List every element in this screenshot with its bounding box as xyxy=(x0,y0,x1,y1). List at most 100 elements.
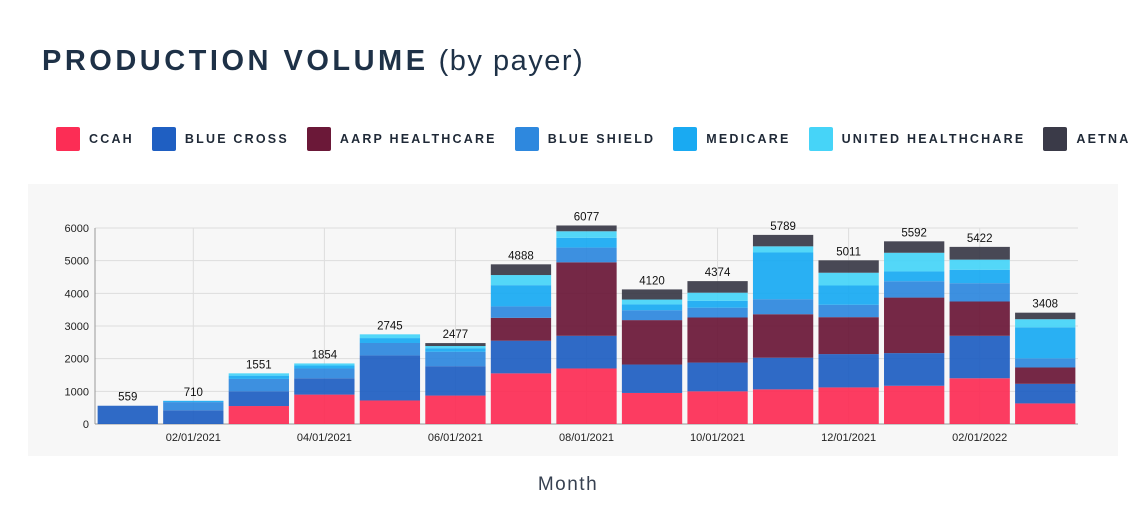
bar-segment-aarp-healthcare xyxy=(752,314,814,358)
x-tick-label: 02/01/2022 xyxy=(952,432,1007,444)
bar-total-label: 1551 xyxy=(246,359,272,371)
bar-segment-ccah xyxy=(949,378,1010,424)
legend-item-aarp-healthcare[interactable]: AARP HEALTHCARE xyxy=(306,127,497,151)
bar-segment-aarp-healthcare xyxy=(687,317,748,363)
bar-total-label: 5789 xyxy=(770,221,796,233)
bar-segment-united-healthchare xyxy=(884,252,945,272)
legend-label-blue-cross: BLUE CROSS xyxy=(184,132,289,146)
bar-segment-ccah xyxy=(818,387,879,424)
bar-segment-ccah xyxy=(228,406,289,424)
bar-segment-aetna xyxy=(949,246,1010,260)
bar-segment-aarp-healthcare xyxy=(818,317,879,355)
bar-segment-ccah xyxy=(556,368,617,424)
bar-segment-aetna xyxy=(556,225,617,232)
bar-segment-ccah xyxy=(490,373,552,424)
bar-segment-ccah xyxy=(687,391,748,424)
bar-segment-united-healthchare xyxy=(228,373,289,376)
bar-segment-blue-shield xyxy=(228,378,289,392)
y-tick-label: 1000 xyxy=(65,386,89,398)
bar-segment-medicare xyxy=(556,237,617,248)
bar-segment-blue-shield xyxy=(621,310,683,321)
bar-segment-medicare xyxy=(687,300,748,308)
title-main: PRODUCTION VOLUME xyxy=(42,45,429,77)
bar-segment-medicare xyxy=(425,348,486,352)
legend-swatch-aetna xyxy=(1043,127,1068,151)
legend-item-aetna[interactable]: AETNA xyxy=(1043,127,1130,151)
bar-segment-ccah xyxy=(425,395,486,424)
bar-segment-medicare xyxy=(163,400,224,403)
x-tick-label: 04/01/2021 xyxy=(297,432,352,444)
bar-total-label: 559 xyxy=(118,392,137,404)
x-axis-label: Month xyxy=(537,474,599,495)
bar-segment-blue-shield xyxy=(752,299,814,315)
x-tick-label: 06/01/2021 xyxy=(428,432,483,444)
legend-label-medicare: MEDICARE xyxy=(706,132,791,146)
bar-segment-medicare xyxy=(752,252,814,300)
legend-label-aarp-healthcare: AARP HEALTHCARE xyxy=(339,132,497,146)
bar-segment-united-healthchare xyxy=(556,231,617,238)
bar-total-label: 5592 xyxy=(901,227,927,239)
bar-segment-united-healthchare xyxy=(687,292,748,301)
bar-segment-united-healthchare xyxy=(621,299,683,305)
bar-segment-ccah xyxy=(884,385,945,424)
bar-total-label: 3408 xyxy=(1032,299,1058,311)
title-sub: (by payer) xyxy=(438,45,585,77)
legend-item-ccah[interactable]: CCAH xyxy=(56,127,134,151)
bar-segment-blue-cross xyxy=(556,335,617,369)
legend-swatch-medicare xyxy=(673,127,698,151)
bar-segment-medicare xyxy=(1015,327,1076,359)
bar-segment-aetna xyxy=(425,343,486,347)
bar-segment-blue-cross xyxy=(818,354,879,388)
bar-segment-blue-cross xyxy=(490,340,552,374)
page-title: PRODUCTION VOLUME (by payer) xyxy=(42,45,584,78)
bar-segment-united-healthchare xyxy=(1015,319,1076,328)
legend-swatch-blue-shield xyxy=(514,127,539,151)
legend-label-united-healthchare: UNITED HEALTHCHARE xyxy=(841,132,1026,146)
bar-segment-ccah xyxy=(294,394,355,424)
bar-segment-united-healthchare xyxy=(818,272,879,286)
legend-item-medicare[interactable]: MEDICARE xyxy=(673,127,790,151)
bar-total-label: 710 xyxy=(184,387,203,399)
bar-segment-united-healthchare xyxy=(949,259,1010,270)
bar-total-label: 5011 xyxy=(836,246,861,258)
bar-segment-medicare xyxy=(490,285,552,307)
legend-item-blue-cross[interactable]: BLUE CROSS xyxy=(151,127,289,151)
bar-segment-medicare xyxy=(621,304,683,311)
bar-segment-medicare xyxy=(884,271,945,282)
legend-swatch-ccah xyxy=(56,127,80,151)
bar-segment-aarp-healthcare xyxy=(949,301,1010,336)
bar-total-label: 5422 xyxy=(967,233,993,245)
bar-segment-blue-shield xyxy=(818,304,879,318)
bar-total-label: 1854 xyxy=(312,349,338,361)
bar-segment-blue-cross xyxy=(752,357,814,390)
y-tick-label: 2000 xyxy=(65,354,89,366)
legend-swatch-united-healthchare xyxy=(808,127,833,151)
bar-segment-blue-shield xyxy=(1015,358,1076,368)
legend-item-united-healthchare[interactable]: UNITED HEALTHCHARE xyxy=(808,127,1026,151)
bar-total-label: 4120 xyxy=(639,275,665,287)
bar-segment-blue-shield xyxy=(687,307,748,318)
bar-segment-blue-cross xyxy=(359,355,421,401)
bar-segment-blue-cross xyxy=(425,366,486,396)
bar-segment-united-healthchare xyxy=(490,275,552,286)
bar-segment-blue-cross xyxy=(621,364,683,393)
bar-segment-medicare xyxy=(359,338,421,343)
bar-segment-aetna xyxy=(818,260,879,273)
bar-segment-blue-cross xyxy=(228,391,289,407)
legend-label-ccah: CCAH xyxy=(89,132,134,146)
bar-segment-blue-cross xyxy=(687,362,748,392)
bar-segment-blue-shield xyxy=(556,247,617,263)
bar-segment-blue-shield xyxy=(294,368,355,379)
bar-segment-ccah xyxy=(752,389,814,424)
bar-segment-blue-cross xyxy=(97,405,158,424)
bar-segment-aarp-healthcare xyxy=(621,320,683,365)
legend-label-aetna: AETNA xyxy=(1076,132,1131,146)
bar-segment-blue-shield xyxy=(425,351,486,367)
bar-segment-aetna xyxy=(1015,312,1076,320)
bar-segment-blue-cross xyxy=(163,410,224,424)
bar-total-label: 4888 xyxy=(508,250,534,262)
bar-segment-aetna xyxy=(621,289,683,300)
bar-segment-blue-cross xyxy=(294,378,355,395)
legend-item-blue-shield[interactable]: BLUE SHIELD xyxy=(514,127,656,151)
